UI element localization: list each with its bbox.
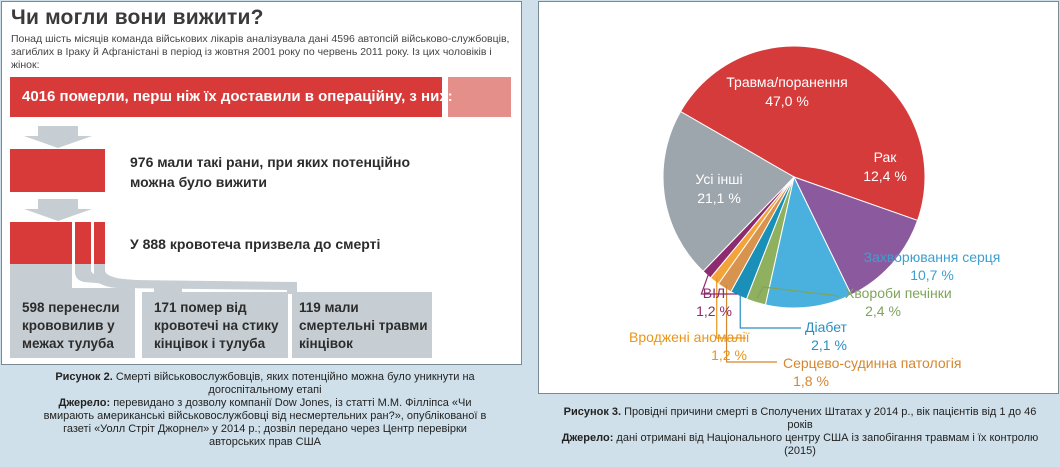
pie-slice-1 <box>793 176 919 296</box>
box-119-text: 119 мали смертельні травми кінцівок <box>299 300 428 351</box>
figure2-caption-label: Рисунок 2. <box>55 371 113 383</box>
figure2-intro: Понад шість місяців команда військових л… <box>11 33 510 71</box>
box-171 <box>142 292 288 358</box>
leader-congenital <box>716 277 746 339</box>
pie-slice-0 <box>679 45 926 222</box>
value-hiv: 1,2 % <box>696 303 732 319</box>
value-congenital: 1,2 % <box>711 347 747 363</box>
figure3-source-label: Джерело: <box>561 432 614 444</box>
bar-119 <box>94 222 105 264</box>
value-diabetes: 2,1 % <box>811 337 847 353</box>
label-heart: Захворювання серця <box>864 249 1001 265</box>
leader-cardio <box>725 284 777 363</box>
label-cardio: Серцево-судинна патологія <box>783 355 961 371</box>
value-cardio: 1,8 % <box>793 373 829 389</box>
figure2-caption: Рисунок 2. Смерті військовослужбовців, я… <box>40 371 490 449</box>
figure3-caption: Рисунок 3. Провідні причини смерті в Спо… <box>560 406 1040 458</box>
pie-slice-8 <box>662 110 795 272</box>
figure2-source-label: Джерело: <box>58 397 111 409</box>
value-other: 21,1 % <box>697 190 741 206</box>
label-hiv: ВІЛ <box>703 285 725 301</box>
connector-paths <box>75 264 297 294</box>
label-liver: Хвороби печінки <box>845 285 952 301</box>
bar-976 <box>10 149 105 192</box>
down-arrow-icon <box>24 199 92 221</box>
label-congenital: Вроджені аномалії <box>629 329 750 345</box>
figure3-caption-text: Провідні причини смерті в Сполучених Шта… <box>624 406 1037 431</box>
leader-hiv <box>700 271 737 295</box>
box-119 <box>292 292 432 358</box>
figure2-panel: Чи могли вони вижити? Понад шість місяці… <box>1 1 522 365</box>
box-598 <box>10 288 135 358</box>
figure2-caption-text: Смерті військовослужбовців, яких потенці… <box>115 371 475 396</box>
pie-chart: Травма/поранення 47,0 % Рак 12,4 % Усі інші 2… <box>629 45 1001 389</box>
bar-171 <box>75 222 91 264</box>
value-heart: 10,7 % <box>910 267 954 283</box>
label-cancer: Рак <box>874 149 898 165</box>
figure3-source-text: дані отримані від Національного центру С… <box>616 432 1039 457</box>
label-trauma: Травма/поранення <box>726 74 847 90</box>
leader-diabetes <box>739 292 801 329</box>
bar-4016-label: 4016 померли, перш ніж їх доставили в оп… <box>22 88 453 105</box>
figure2-source-text: перевидано з дозволу компанії Dow Jones,… <box>43 397 487 448</box>
box-598-text: 598 перенесли крововилив у межах тулуба <box>22 300 120 351</box>
connector-598 <box>10 264 72 288</box>
value-liver: 2,4 % <box>865 303 901 319</box>
text-976: 976 мали такі рани, при яких потенційно … <box>130 154 411 190</box>
value-trauma: 47,0 % <box>765 93 809 109</box>
leader-liver <box>756 286 840 299</box>
box-171-text: 171 помер від кровотечі на стику кінціво… <box>154 300 279 351</box>
label-diabetes: Діабет <box>805 319 848 335</box>
down-arrow-icon <box>24 126 92 148</box>
figure2-title: Чи могли вони вижити? <box>11 6 264 29</box>
label-other: Усі інші <box>695 171 742 187</box>
figure3-panel: Травма/поранення 47,0 % Рак 12,4 % Усі інші 2… <box>538 1 1059 394</box>
bar-remaining <box>448 77 511 117</box>
text-888: У 888 кровотеча призвела до смерті <box>130 236 381 252</box>
bar-4016 <box>10 77 442 117</box>
bar-598 <box>10 222 72 264</box>
value-cancer: 12,4 % <box>863 168 907 184</box>
figure3-caption-label: Рисунок 3. <box>563 406 622 418</box>
